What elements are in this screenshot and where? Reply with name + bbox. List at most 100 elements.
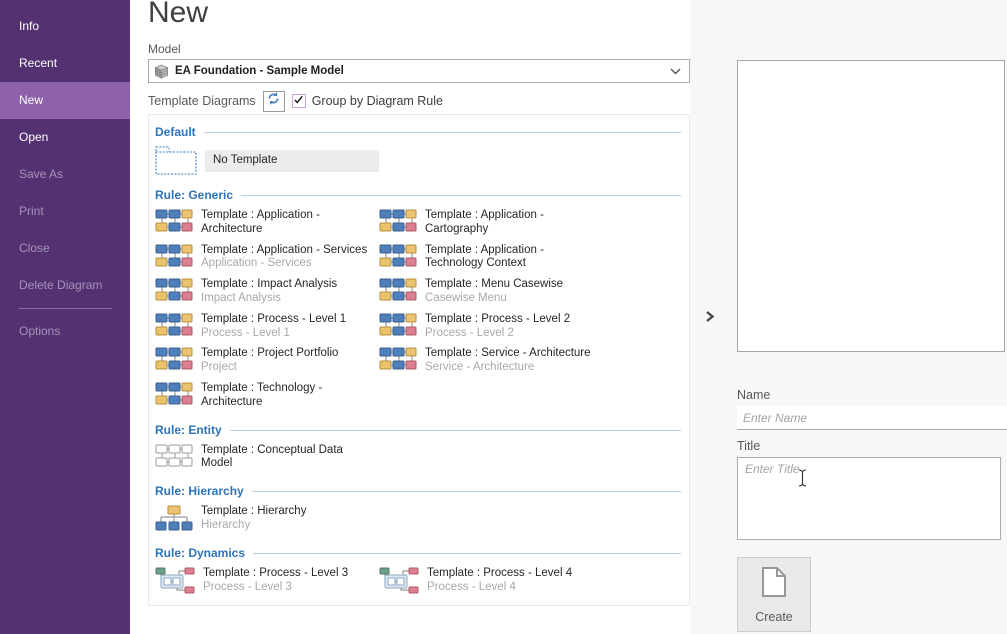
section-divider-line bbox=[203, 132, 681, 133]
section-header-default: Default bbox=[155, 125, 685, 139]
entity-icon bbox=[155, 444, 193, 468]
model-selected-value: EA Foundation - Sample Model bbox=[175, 65, 344, 77]
generic-icon bbox=[155, 382, 193, 406]
dynamics-icon bbox=[155, 567, 195, 595]
generic-icon bbox=[155, 244, 193, 268]
generic-icon bbox=[155, 313, 193, 337]
generic-icon bbox=[155, 209, 193, 233]
template-item-template-process-level-4[interactable]: Template : Process - Level 4 Process - Le… bbox=[379, 567, 603, 595]
section-header-rule-generic: Rule: Generic bbox=[155, 188, 685, 202]
template-item-subtitle: Process - Level 3 bbox=[203, 580, 292, 593]
template-item-subtitle: Process - Level 1 bbox=[201, 326, 290, 339]
group-by-rule-checkbox[interactable] bbox=[291, 94, 306, 108]
template-item-template-application-services[interactable]: Template : Application - Services Applica… bbox=[155, 244, 379, 272]
sidebar-item-open[interactable]: Open bbox=[19, 130, 49, 144]
sidebar-item-new[interactable]: New bbox=[0, 82, 130, 119]
template-item-no-template[interactable]: No Template bbox=[155, 146, 379, 175]
create-button[interactable]: Create bbox=[737, 557, 811, 632]
template-item-title: Template : Process - Level 1 bbox=[201, 312, 347, 325]
generic-icon bbox=[379, 313, 417, 337]
template-item-template-impact-analysis[interactable]: Template : Impact Analysis Impact Analysi… bbox=[155, 278, 379, 306]
section-title: Default bbox=[155, 125, 196, 139]
template-item-template-application-architecture[interactable]: Template : Application - Architecture bbox=[155, 209, 379, 237]
sidebar-item-save-as: Save As bbox=[19, 167, 64, 181]
template-item-template-technology-architecture[interactable]: Template : Technology - Architecture bbox=[155, 382, 379, 410]
template-item-title: Template : Menu Casewise bbox=[425, 278, 564, 291]
sidebar-item-print: Print bbox=[19, 204, 44, 218]
template-item-subtitle: Service - Architecture bbox=[425, 361, 535, 374]
template-item-subtitle: Hierarchy bbox=[201, 518, 251, 531]
section-header-rule-entity: Rule: Entity bbox=[155, 423, 685, 437]
refresh-icon bbox=[266, 91, 281, 111]
template-list: Default No Template Rule: Generic Template … bbox=[148, 114, 690, 606]
model-dropdown[interactable]: EA Foundation - Sample Model bbox=[148, 59, 690, 83]
template-item-title: Template : Impact Analysis bbox=[201, 278, 338, 291]
template-item-title: Template : Technology - Architecture bbox=[201, 381, 323, 408]
generic-icon bbox=[379, 278, 417, 302]
template-item-template-process-level-2[interactable]: Template : Process - Level 2 Process - Le… bbox=[379, 313, 603, 341]
template-diagrams-label: Template Diagrams bbox=[148, 94, 256, 108]
template-item-template-hierarchy[interactable]: Template : Hierarchy Hierarchy bbox=[155, 505, 379, 533]
no-template-icon bbox=[155, 146, 197, 175]
section-divider-line bbox=[229, 429, 681, 431]
dynamics-icon bbox=[379, 567, 419, 595]
hierarchy-icon bbox=[155, 505, 193, 531]
template-item-template-project-portfolio[interactable]: Template : Project Portfolio Project bbox=[155, 347, 379, 375]
sidebar-item-close: Close bbox=[19, 241, 50, 255]
chevron-right-icon bbox=[705, 310, 715, 327]
create-button-label: Create bbox=[755, 609, 793, 624]
template-item-title: Template : Project Portfolio bbox=[201, 347, 339, 360]
template-item-subtitle: Process - Level 2 bbox=[425, 326, 514, 339]
sidebar-divider bbox=[19, 308, 112, 309]
template-preview-pane bbox=[737, 60, 1005, 352]
section-header-rule-hierarchy: Rule: Hierarchy bbox=[155, 484, 685, 498]
template-item-title: No Template bbox=[213, 153, 278, 166]
model-cube-icon bbox=[154, 64, 169, 79]
template-item-title: Template : Conceptual Data Model bbox=[201, 443, 343, 470]
template-item-title: Template : Application - Cartography bbox=[425, 209, 544, 235]
section-title: Rule: Entity bbox=[155, 422, 222, 437]
template-item-template-process-level-3[interactable]: Template : Process - Level 3 Process - Le… bbox=[155, 567, 379, 595]
new-document-icon bbox=[761, 566, 787, 603]
template-item-template-conceptual-data-model[interactable]: Template : Conceptual Data Model bbox=[155, 444, 379, 472]
group-by-rule-label: Group by Diagram Rule bbox=[311, 94, 443, 108]
template-item-template-process-level-1[interactable]: Template : Process - Level 1 Process - Le… bbox=[155, 313, 379, 341]
right-panel: Name Title Create bbox=[690, 0, 1007, 634]
template-item-subtitle: Casewise Menu bbox=[425, 291, 507, 304]
template-item-title: Template : Process - Level 2 bbox=[425, 312, 571, 325]
template-item-template-service-architecture[interactable]: Template : Service - Architecture Service… bbox=[379, 347, 603, 375]
sidebar-item-delete-diagram: Delete Diagram bbox=[19, 278, 103, 292]
section-title: Rule: Generic bbox=[155, 188, 234, 202]
sidebar-item-info[interactable]: Info bbox=[19, 19, 40, 33]
template-item-title: Template : Process - Level 4 bbox=[427, 566, 573, 579]
template-item-subtitle: Process - Level 4 bbox=[427, 580, 516, 593]
section-header-rule-dynamics: Rule: Dynamics bbox=[155, 546, 685, 560]
title-label: Title bbox=[737, 439, 761, 453]
generic-icon bbox=[379, 347, 417, 371]
sidebar-item-options: Options bbox=[19, 324, 61, 338]
template-item-template-menu-casewise[interactable]: Template : Menu Casewise Casewise Menu bbox=[379, 278, 603, 306]
name-input[interactable] bbox=[737, 406, 1007, 430]
generic-icon bbox=[379, 244, 417, 268]
template-item-title: Template : Hierarchy bbox=[201, 505, 307, 518]
main-content: New Model EA Foundation - Sample Model T… bbox=[130, 0, 690, 634]
template-item-template-application-technology-context[interactable]: Template : Application - Technology Cont… bbox=[379, 244, 603, 272]
refresh-button[interactable] bbox=[262, 90, 285, 112]
template-item-title: Template : Process - Level 3 bbox=[203, 566, 349, 579]
model-label: Model bbox=[148, 42, 181, 56]
sidebar-item-recent[interactable]: Recent bbox=[19, 56, 58, 70]
generic-icon bbox=[155, 347, 193, 371]
template-item-title: Template : Application - Technology Cont… bbox=[425, 243, 544, 270]
expand-preview-button[interactable] bbox=[705, 310, 719, 326]
template-item-template-application-cartography[interactable]: Template : Application - Cartography bbox=[379, 209, 603, 237]
generic-icon bbox=[155, 278, 193, 302]
template-item-title: Template : Application - Architecture bbox=[201, 209, 320, 235]
chevron-down-icon bbox=[670, 62, 681, 80]
title-input[interactable] bbox=[737, 457, 1001, 540]
template-item-title: Template : Service - Architecture bbox=[425, 347, 591, 360]
name-label: Name bbox=[737, 388, 771, 402]
section-divider-line bbox=[253, 552, 681, 554]
template-item-subtitle: Application - Services bbox=[201, 257, 312, 270]
template-item-title: Template : Application - Services bbox=[201, 243, 368, 256]
sidebar: Info Recent New Open Save As Print Close Delete… bbox=[0, 0, 130, 634]
